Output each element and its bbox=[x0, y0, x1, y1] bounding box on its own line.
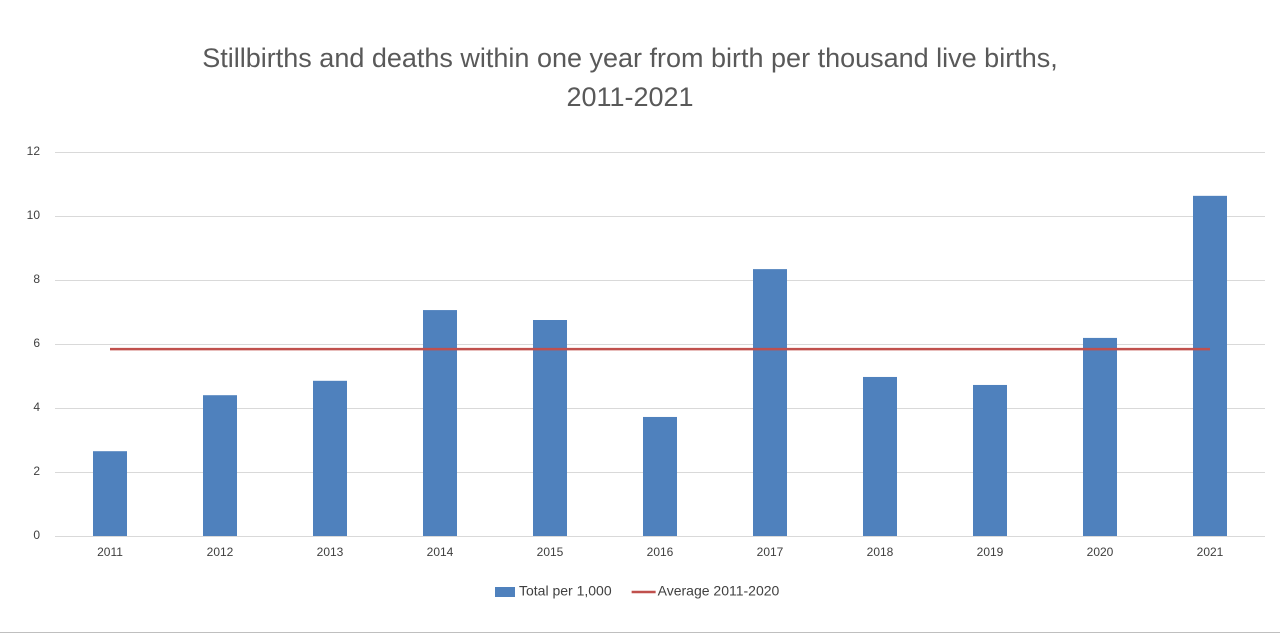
x-tick-label: 2012 bbox=[207, 545, 234, 559]
y-tick-label: 8 bbox=[33, 272, 40, 286]
bar bbox=[313, 380, 347, 536]
bar bbox=[203, 395, 237, 536]
bar bbox=[643, 416, 677, 536]
y-tick-label: 6 bbox=[33, 336, 40, 350]
bar bbox=[863, 376, 897, 536]
bar bbox=[1193, 195, 1227, 536]
bar bbox=[533, 320, 567, 536]
bar bbox=[93, 451, 127, 536]
bar bbox=[423, 310, 457, 536]
legend-label: Total per 1,000 bbox=[519, 583, 612, 599]
chart-title: Stillbirths and deaths within one year f… bbox=[202, 43, 1057, 73]
bar bbox=[753, 269, 787, 536]
y-tick-label: 2 bbox=[33, 464, 40, 478]
x-tick-label: 2020 bbox=[1087, 545, 1114, 559]
x-tick-label: 2011 bbox=[97, 545, 123, 559]
legend-label: Average 2011-2020 bbox=[658, 583, 780, 599]
x-tick-label: 2019 bbox=[977, 545, 1004, 559]
x-tick-label: 2014 bbox=[427, 545, 454, 559]
x-tick-label: 2021 bbox=[1197, 545, 1224, 559]
chart-title: 2011-2021 bbox=[566, 82, 693, 112]
x-tick-label: 2015 bbox=[537, 545, 564, 559]
y-tick-label: 4 bbox=[33, 400, 40, 414]
bar bbox=[973, 384, 1007, 536]
x-tick-label: 2016 bbox=[647, 545, 674, 559]
bar bbox=[1083, 337, 1117, 536]
x-tick-label: 2013 bbox=[317, 545, 344, 559]
x-tick-label: 2017 bbox=[757, 545, 784, 559]
y-tick-label: 10 bbox=[27, 208, 41, 222]
y-tick-label: 0 bbox=[33, 528, 40, 542]
legend-swatch bbox=[495, 587, 515, 597]
x-tick-label: 2018 bbox=[867, 545, 894, 559]
y-tick-label: 12 bbox=[27, 144, 41, 158]
